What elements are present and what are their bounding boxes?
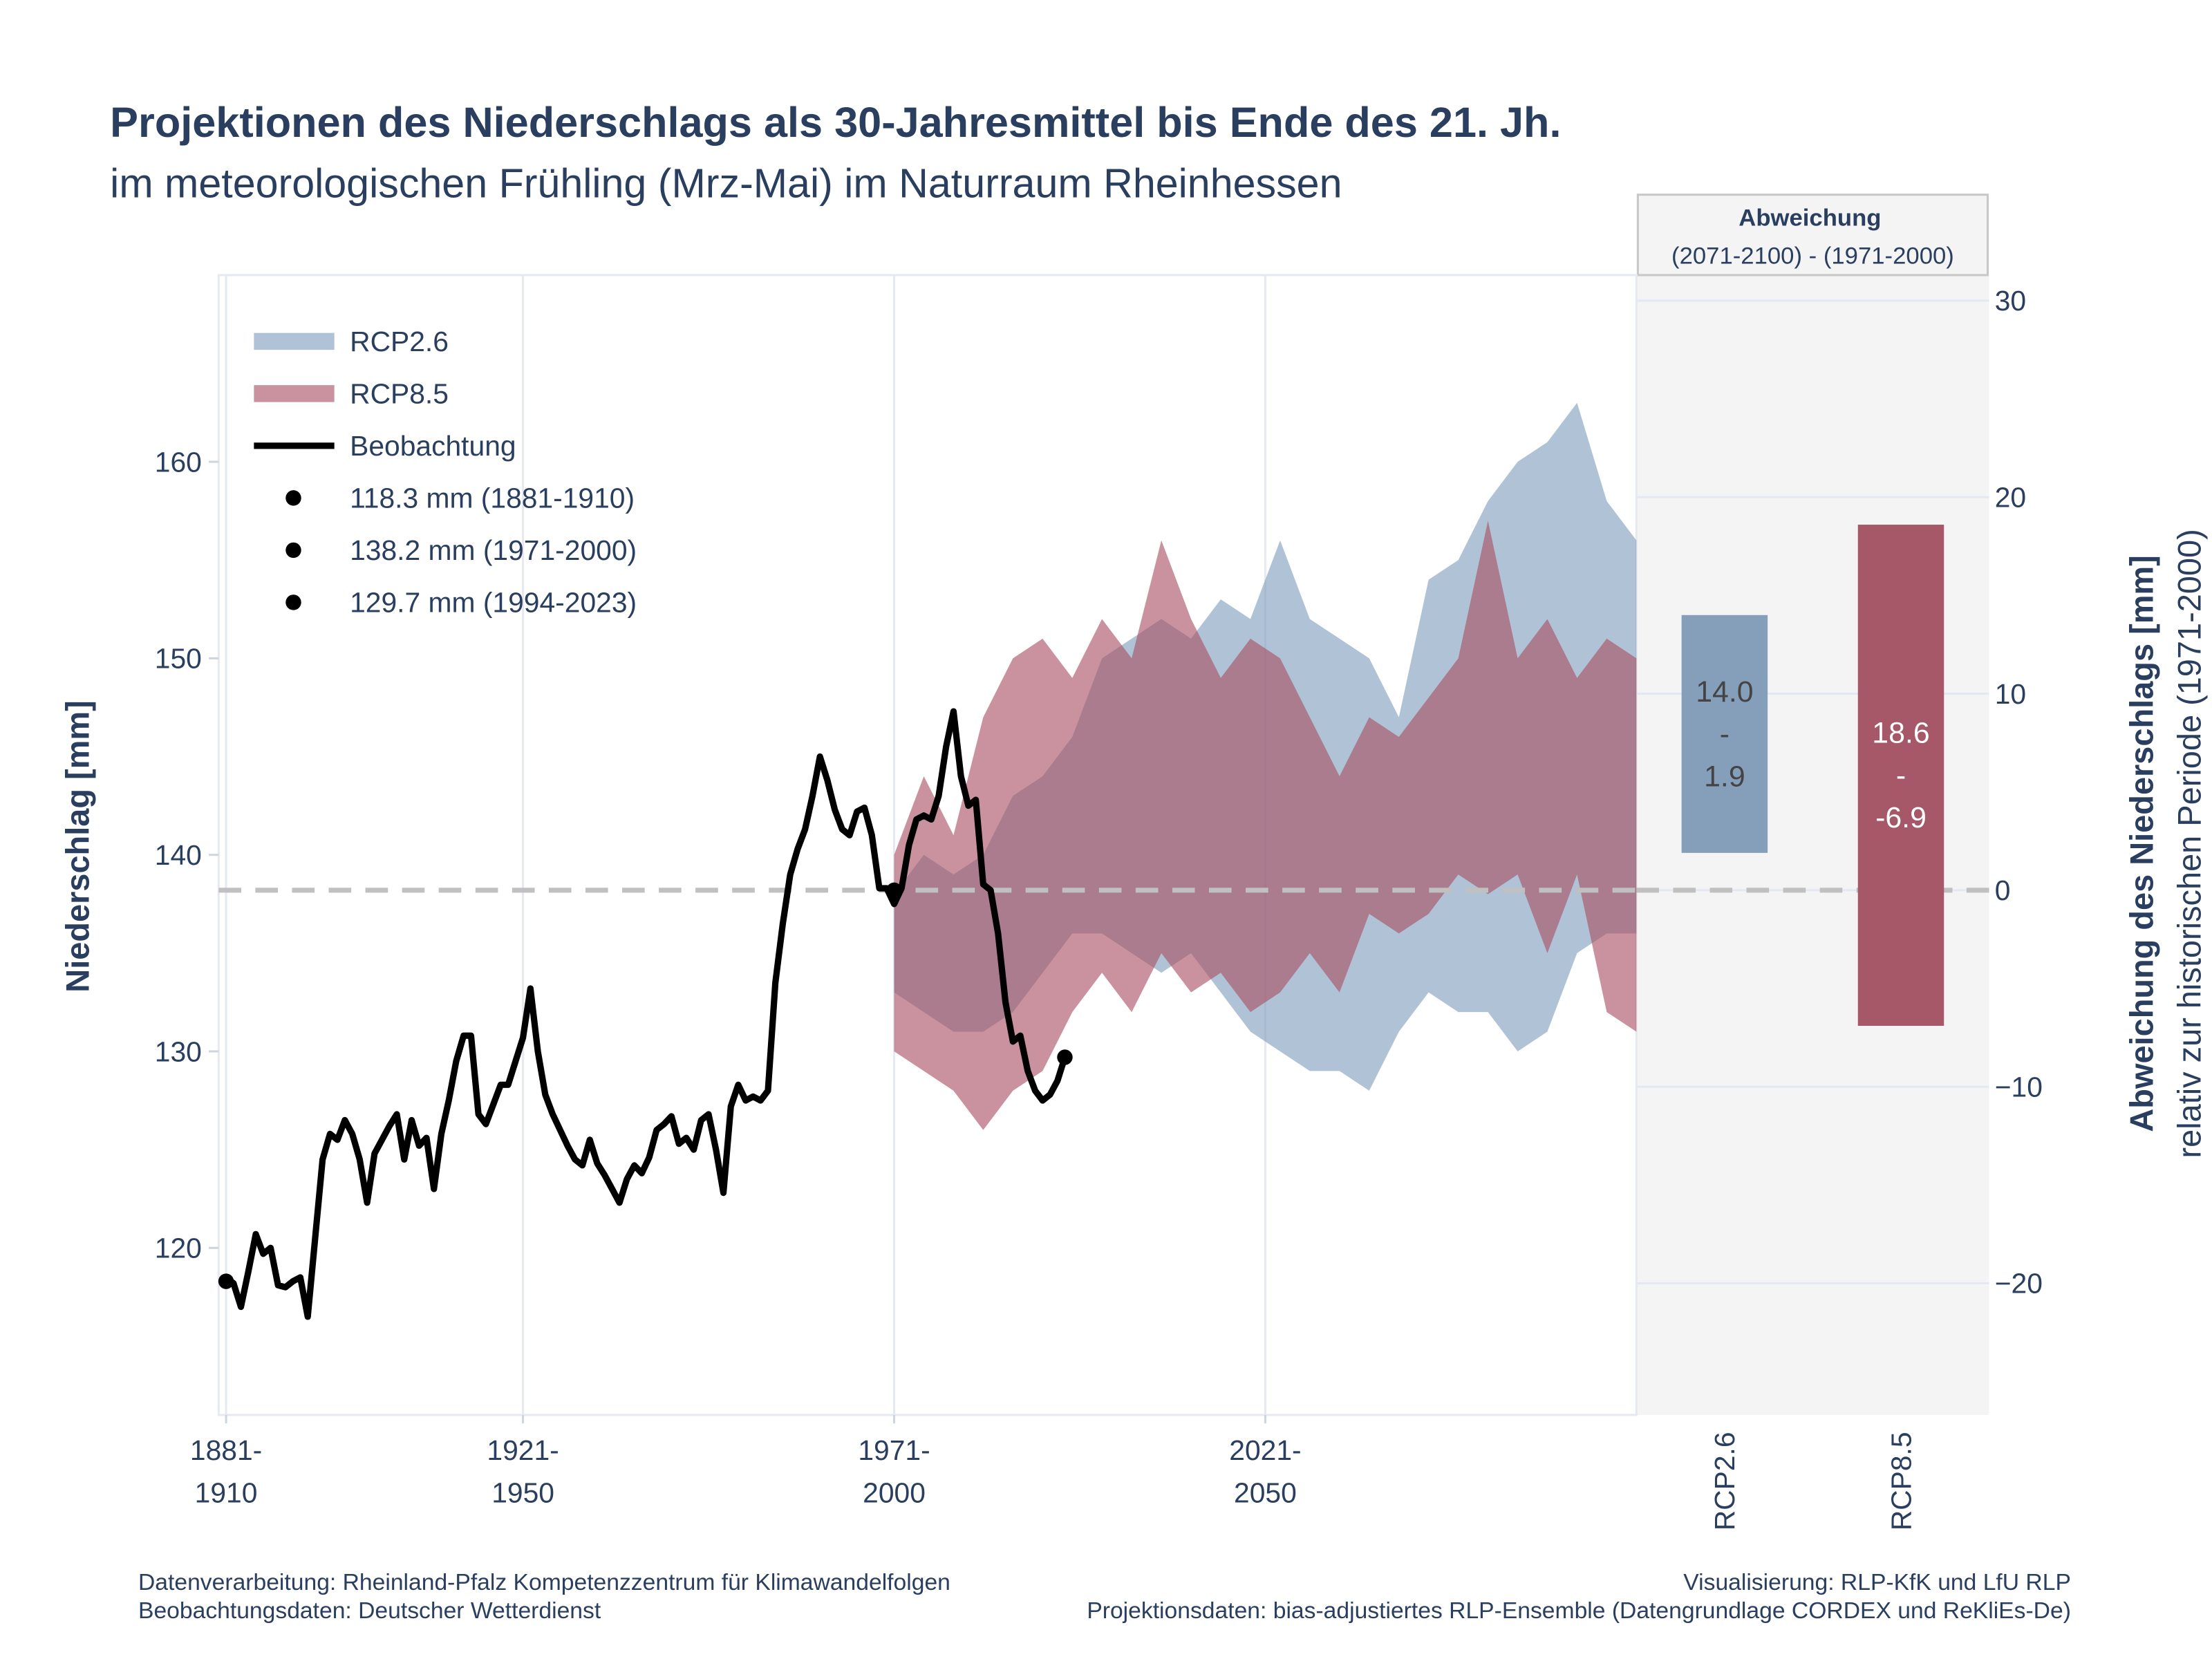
deviation-header bbox=[1636, 194, 1989, 276]
chart-subtitle: im meteorologischen Frühling (Mrz-Mai) i… bbox=[110, 160, 1342, 207]
observation-marker bbox=[1057, 1049, 1073, 1065]
bar-label: - bbox=[1896, 759, 1906, 792]
chart-title: Projektionen des Niederschlags als 30-Ja… bbox=[110, 99, 1561, 146]
footer-text: Beobachtungsdaten: Deutscher Wetterdiens… bbox=[138, 1598, 601, 1624]
footer-text: Projektionsdaten: bias-adjustiertes RLP-… bbox=[1087, 1598, 2071, 1624]
legend-label: 129.7 mm (1994-2023) bbox=[350, 587, 637, 619]
bar-label: 14.0 bbox=[1696, 675, 1753, 709]
legend-label: Beobachtung bbox=[350, 430, 516, 462]
legend-swatch bbox=[285, 542, 301, 559]
legend-swatch bbox=[285, 490, 301, 506]
y2-axis-subtitle: relativ zur historischen Periode (1971-2… bbox=[2172, 529, 2208, 1158]
observation-marker bbox=[886, 882, 902, 899]
y-tick-label: 150 bbox=[155, 643, 202, 675]
y-tick-label: 160 bbox=[155, 446, 202, 478]
bar-label: -6.9 bbox=[1875, 801, 1927, 834]
y2-tick-label: 0 bbox=[1995, 874, 2011, 906]
y-tick-label: 130 bbox=[155, 1035, 202, 1067]
y2-tick-label: 30 bbox=[1995, 285, 2026, 317]
legend-swatch bbox=[254, 385, 335, 402]
deviation-title: Abweichung bbox=[1738, 205, 1881, 232]
band-area bbox=[894, 521, 1637, 1130]
observation-line bbox=[224, 708, 1068, 1320]
legend-swatch bbox=[285, 594, 301, 610]
x-tick-label: 1971-2000 bbox=[858, 1434, 930, 1508]
deviation-bar bbox=[1681, 615, 1768, 853]
x-tick-label: 1881-1910 bbox=[190, 1434, 262, 1508]
y-tick-label: 120 bbox=[155, 1232, 202, 1264]
y2-tick-label: 20 bbox=[1995, 482, 2026, 514]
bar-label: 1.9 bbox=[1704, 760, 1745, 793]
x-tick-label: 1921-1950 bbox=[487, 1434, 559, 1508]
x-tick-label: 2021-2050 bbox=[1229, 1434, 1301, 1508]
deviation-bar bbox=[1857, 525, 1944, 1027]
y2-tick-label: −20 bbox=[1995, 1268, 2043, 1300]
y2-tick-label: −10 bbox=[1995, 1071, 2043, 1103]
y2-axis-title: Abweichung des Niederschlags [mm] bbox=[2124, 555, 2159, 1132]
deviation-subtitle: (2071-2100) - (1971-2000) bbox=[1671, 243, 1954, 270]
footer-text: Visualisierung: RLP-KfK und LfU RLP bbox=[1683, 1570, 2071, 1595]
footer-text: Datenverarbeitung: Rheinland-Pfalz Kompe… bbox=[138, 1570, 950, 1595]
legend-label: 138.2 mm (1971-2000) bbox=[350, 534, 637, 566]
bar-label: - bbox=[1720, 718, 1730, 751]
y-axis-title: Niederschlag [mm] bbox=[60, 700, 96, 992]
legend-label: RCP2.6 bbox=[350, 326, 449, 357]
y2-tick-label: 10 bbox=[1995, 678, 2026, 710]
legend-swatch bbox=[254, 332, 335, 350]
x-category-label: RCP8.5 bbox=[1885, 1432, 1917, 1530]
y-tick-label: 140 bbox=[155, 839, 202, 871]
observation-marker bbox=[218, 1273, 234, 1289]
bar-label: 18.6 bbox=[1872, 717, 1929, 750]
legend-label: RCP8.5 bbox=[350, 378, 449, 410]
legend-label: 118.3 mm (1881-1910) bbox=[350, 482, 635, 514]
x-category-label: RCP2.6 bbox=[1709, 1432, 1741, 1530]
